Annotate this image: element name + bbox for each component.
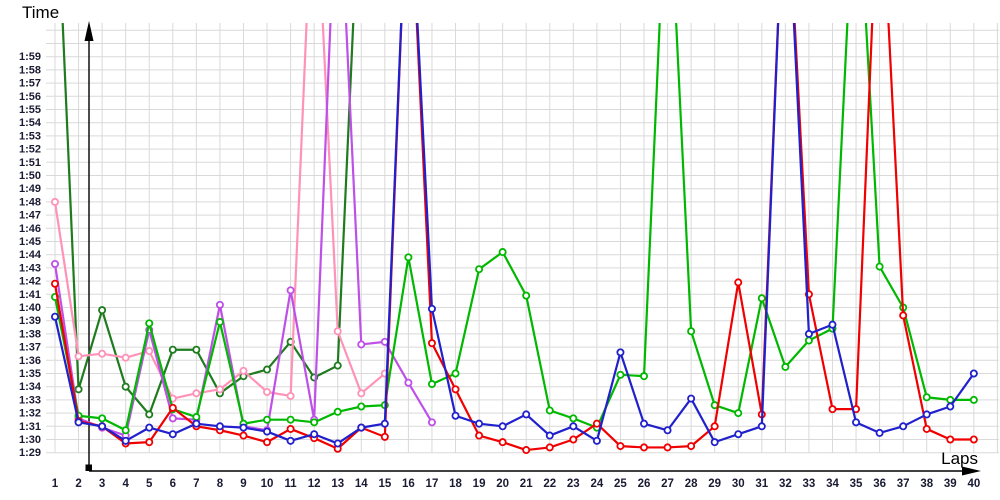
svg-text:1:54: 1:54 [19, 117, 42, 129]
svg-text:1:31: 1:31 [19, 421, 41, 433]
svg-text:34: 34 [826, 478, 839, 490]
svg-text:1:42: 1:42 [19, 276, 41, 288]
svg-text:1:56: 1:56 [19, 91, 41, 103]
svg-text:1:41: 1:41 [19, 289, 41, 301]
x-axis-title: Laps [941, 449, 978, 468]
svg-text:40: 40 [967, 478, 980, 490]
svg-text:38: 38 [920, 478, 933, 490]
svg-text:1:30: 1:30 [19, 434, 41, 446]
svg-text:32: 32 [779, 478, 792, 490]
svg-text:1:52: 1:52 [19, 144, 41, 156]
svg-text:2: 2 [75, 478, 81, 490]
svg-text:1:47: 1:47 [19, 210, 41, 222]
svg-text:4: 4 [122, 478, 129, 490]
svg-text:27: 27 [661, 478, 674, 490]
svg-text:1:44: 1:44 [19, 249, 42, 261]
svg-text:1:33: 1:33 [19, 394, 41, 406]
svg-text:37: 37 [897, 478, 910, 490]
svg-text:35: 35 [850, 478, 863, 490]
svg-text:25: 25 [614, 478, 627, 490]
svg-text:14: 14 [355, 478, 368, 490]
svg-text:15: 15 [378, 478, 391, 490]
svg-text:1:38: 1:38 [19, 328, 41, 340]
svg-text:1:49: 1:49 [19, 183, 41, 195]
svg-text:30: 30 [732, 478, 745, 490]
svg-text:1:55: 1:55 [19, 104, 41, 116]
svg-text:13: 13 [331, 478, 344, 490]
svg-text:31: 31 [755, 478, 768, 490]
svg-text:26: 26 [638, 478, 651, 490]
svg-text:1:40: 1:40 [19, 302, 41, 314]
svg-text:29: 29 [708, 478, 721, 490]
svg-text:5: 5 [146, 478, 153, 490]
svg-text:39: 39 [944, 478, 957, 490]
svg-text:16: 16 [402, 478, 415, 490]
svg-text:21: 21 [520, 478, 533, 490]
svg-text:1:43: 1:43 [19, 262, 41, 274]
svg-text:11: 11 [285, 478, 298, 490]
svg-text:20: 20 [496, 478, 509, 490]
svg-text:1:37: 1:37 [19, 342, 41, 354]
svg-text:10: 10 [261, 478, 274, 490]
svg-text:7: 7 [193, 478, 199, 490]
svg-text:1:35: 1:35 [19, 368, 41, 380]
svg-text:1:29: 1:29 [19, 447, 41, 459]
svg-text:12: 12 [308, 478, 321, 490]
svg-text:22: 22 [543, 478, 556, 490]
svg-text:1:36: 1:36 [19, 355, 41, 367]
svg-text:18: 18 [449, 478, 462, 490]
svg-text:23: 23 [567, 478, 580, 490]
svg-text:1:50: 1:50 [19, 170, 41, 182]
svg-text:1:51: 1:51 [19, 157, 41, 169]
svg-text:9: 9 [240, 478, 246, 490]
svg-text:19: 19 [473, 478, 486, 490]
svg-text:8: 8 [217, 478, 224, 490]
svg-text:6: 6 [170, 478, 176, 490]
svg-text:1:57: 1:57 [19, 78, 41, 90]
svg-text:1:45: 1:45 [19, 236, 41, 248]
svg-text:1:58: 1:58 [19, 64, 41, 76]
svg-text:1:46: 1:46 [19, 223, 41, 235]
svg-text:1: 1 [52, 478, 59, 490]
svg-text:1:34: 1:34 [19, 381, 42, 393]
svg-text:1:39: 1:39 [19, 315, 41, 327]
svg-text:1:53: 1:53 [19, 130, 41, 142]
svg-text:1:48: 1:48 [19, 196, 41, 208]
svg-text:28: 28 [685, 478, 698, 490]
svg-text:24: 24 [590, 478, 603, 490]
svg-text:3: 3 [99, 478, 105, 490]
svg-text:33: 33 [803, 478, 816, 490]
svg-text:1:59: 1:59 [19, 51, 41, 63]
svg-text:1:32: 1:32 [19, 408, 41, 420]
y-axis-title: Time [22, 3, 60, 22]
svg-text:17: 17 [426, 478, 439, 490]
svg-text:36: 36 [873, 478, 886, 490]
